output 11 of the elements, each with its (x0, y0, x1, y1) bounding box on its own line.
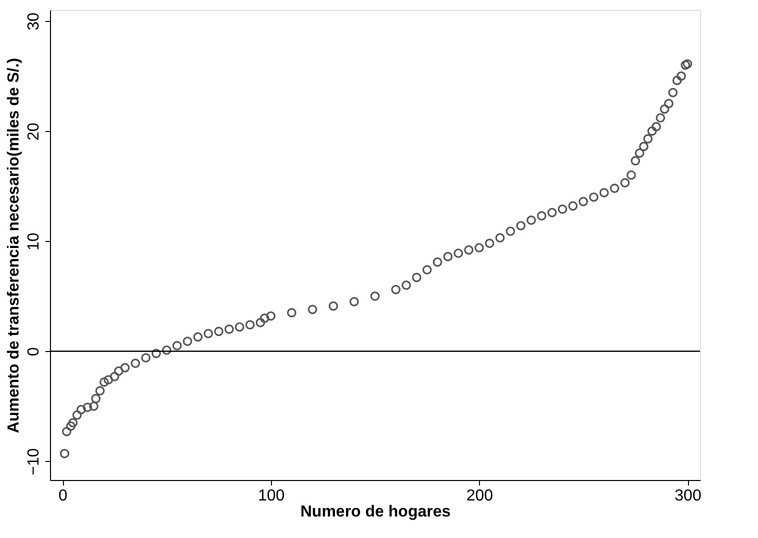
x-tick-label: 0 (58, 488, 68, 504)
y-tick-label: −10 (26, 448, 42, 476)
x-tick-label: 300 (674, 488, 702, 504)
x-axis-title: Numero de hogares (300, 504, 451, 520)
y-tick-label: 20 (26, 122, 42, 140)
y-tick-label: 0 (26, 347, 42, 356)
y-tick-label: 10 (26, 232, 42, 251)
x-tick-label: 200 (466, 488, 494, 504)
x-tick-label: 100 (258, 488, 285, 504)
y-axis-title: Aumento de transferencia necesario(miles de S/.) (6, 58, 22, 434)
y-tick-label: 30 (26, 12, 42, 30)
